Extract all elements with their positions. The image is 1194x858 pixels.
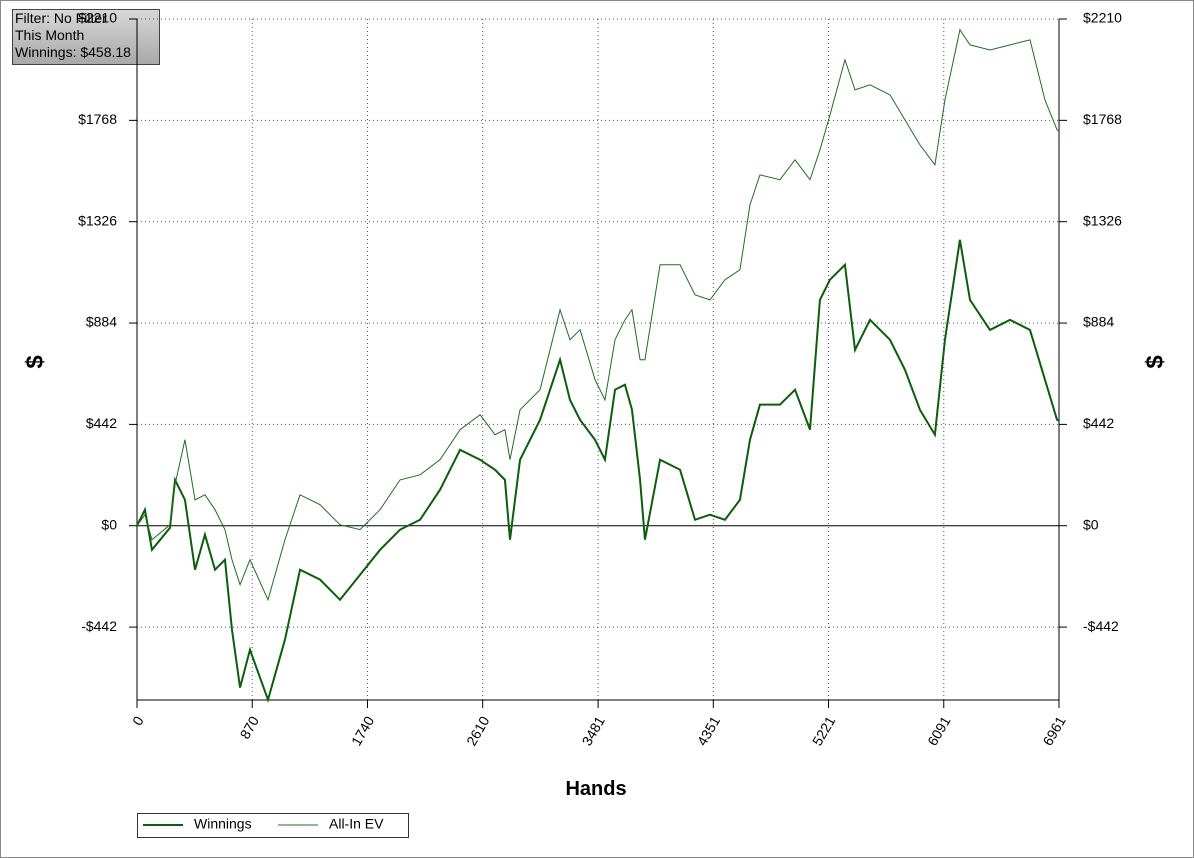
x-axis-title: Hands — [565, 778, 626, 800]
y2-tick-label: $2210 — [1083, 10, 1122, 26]
y2-tick-label: $442 — [1083, 415, 1114, 431]
y-tick-label: $1326 — [78, 212, 117, 228]
y2-tick-label: $0 — [1083, 516, 1099, 532]
info-text: This Month — [15, 27, 84, 43]
series-line — [136, 28, 1060, 602]
y-tick-label: -$442 — [81, 618, 117, 634]
y2-tick-label: $884 — [1083, 314, 1114, 330]
info-text: Winnings: $458.18 — [15, 44, 131, 60]
y2-axis-title: $ — [1141, 355, 1168, 369]
series-line — [136, 239, 1060, 704]
legend-label: Winnings — [194, 816, 252, 832]
legend-label: All-In EV — [329, 816, 384, 832]
legend — [137, 813, 409, 838]
y-tick-label: $1768 — [78, 111, 117, 127]
y-tick-label: $0 — [101, 516, 117, 532]
info-text: Filter: No Filter — [15, 10, 107, 26]
y2-tick-label: $1326 — [1083, 212, 1122, 228]
y-tick-label: $442 — [86, 415, 117, 431]
y-tick-label: $2210 — [78, 10, 117, 26]
y-tick-label: $884 — [86, 314, 117, 330]
y-axis-title: $ — [21, 355, 48, 369]
y2-tick-label: $1768 — [1083, 111, 1122, 127]
y2-tick-label: -$442 — [1083, 618, 1119, 634]
